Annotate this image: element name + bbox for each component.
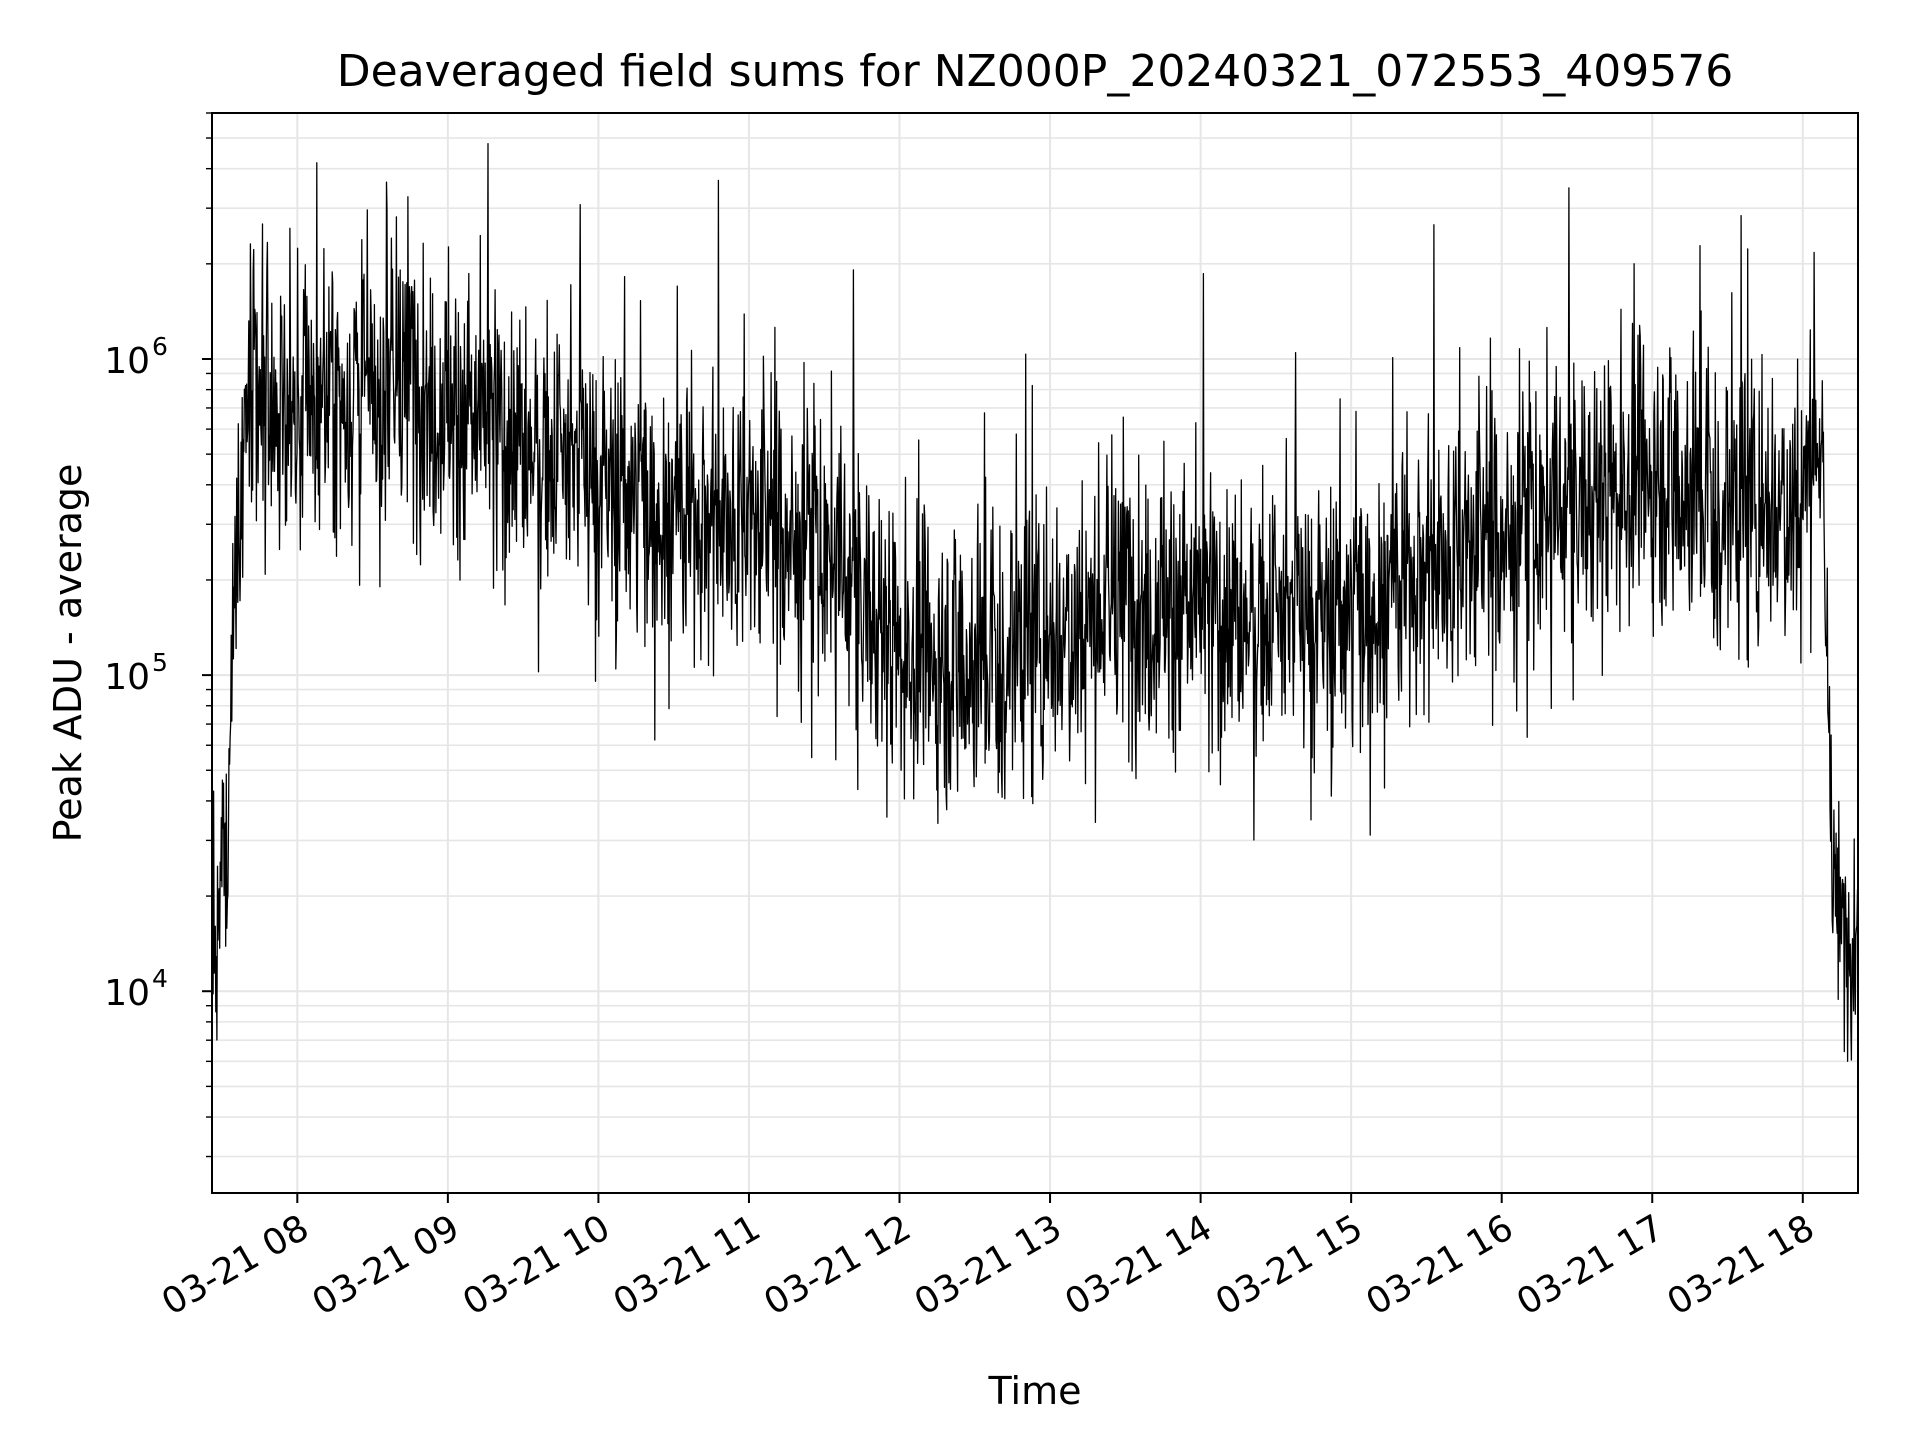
y-tick-label: 10: [104, 341, 150, 382]
axes-frame: [211, 112, 1859, 1194]
y-tick-base: 10: [104, 973, 150, 1014]
data-layer: [212, 142, 1858, 1062]
y-tick-label: 10: [104, 973, 150, 1014]
plot-area: [212, 142, 1858, 1062]
y-tick-exponent: 5: [152, 648, 168, 677]
y-tick-exponent: 6: [152, 332, 168, 361]
y-tick-base: 10: [104, 657, 150, 698]
y-axis-label: Peak ADU - average: [46, 464, 90, 843]
series-line: [212, 142, 1858, 1062]
y-tick-base: 10: [104, 341, 150, 382]
y-tick-label: 10: [104, 657, 150, 698]
x-axis-label: Time: [988, 1369, 1082, 1413]
y-tick-exponent: 4: [152, 964, 168, 993]
chart-title: Deaveraged field sums for NZ000P_2024032…: [337, 46, 1733, 97]
